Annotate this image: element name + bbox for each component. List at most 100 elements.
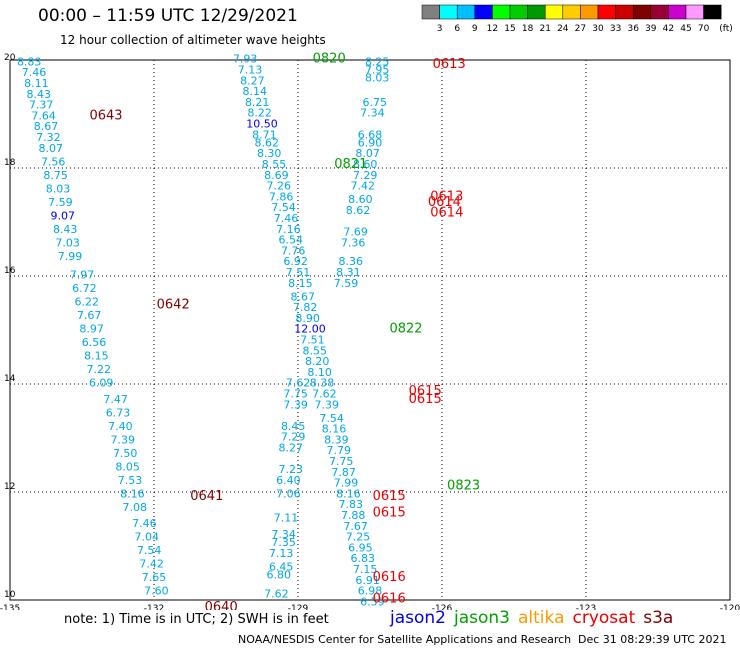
pass-time-label: 0642 [157,297,190,312]
y-tick-label: 18 [4,158,16,168]
swh-value: 10.50 [246,118,278,131]
swh-value: 7.99 [334,477,359,490]
swh-value: 7.42 [351,180,376,193]
swh-value: 8.90 [295,312,320,325]
swh-value: 7.75 [283,388,308,401]
pass-time-label: 0640 [205,600,238,610]
swh-value: 8.03 [46,182,71,195]
pass-time-label: 0616 [373,570,406,585]
swh-value: 8.67 [291,290,316,303]
pass-time-label: 0614 [430,206,463,221]
swh-value: 7.03 [55,236,80,249]
swh-value: 8.07 [355,147,380,160]
swh-value: 7.93 [233,53,258,66]
x-tick-label: -135 [0,604,20,610]
x-tick-label: -126 [432,604,453,610]
y-tick-label: 20 [4,53,16,63]
plot-frame [9,59,731,601]
swh-value: 6.98 [358,585,383,598]
credit-line: NOAA/NESDIS Center for Satellite Applica… [238,633,572,646]
generated-timestamp: Dec 31 08:29:39 UTC 2021 [578,633,727,646]
swh-value: 8.11 [24,77,49,90]
swh-value: 7.67 [77,309,102,322]
swh-value: 7.32 [36,131,61,144]
swh-value: 9.07 [51,209,76,222]
swh-value: 7.67 [343,520,368,533]
swh-value: 8.60 [348,193,373,206]
color-scale-label: 3 [437,24,443,34]
swh-value: 6.83 [351,552,376,565]
swh-value: 7.51 [286,266,311,279]
swh-value: 7.39 [315,398,340,411]
swh-value: 8.20 [305,355,330,368]
pass-time-label: 0822 [389,322,422,337]
swh-value: 7.56 [41,155,66,168]
swh-value: 6.90 [358,136,383,149]
x-tick-label: -123 [576,604,596,610]
y-tick-label: 14 [4,374,16,384]
swh-value: 7.06 [276,487,301,500]
swh-value: 6.68 [358,128,383,141]
swh-value: 8.21 [245,96,270,109]
swh-value: 7.04 [135,531,160,544]
y-tick-label: 12 [4,482,15,492]
swh-value: 7.37 [29,99,54,112]
swh-value: 7.88 [341,509,366,522]
chart-note: note: 1) Time is in UTC; 2) SWH is in fe… [64,612,329,627]
swh-value: 8.55 [303,344,328,357]
color-scale-label: 21 [539,24,550,34]
swh-value: 8.10 [307,366,332,379]
swh-value: 6.45 [269,560,294,573]
swh-value: 6.09 [89,377,114,390]
swh-value: 6.22 [75,296,100,309]
swh-value: 7.54 [137,544,162,557]
swh-value: 7.60 [144,585,169,598]
swh-value: 7.29 [353,169,378,182]
swh-value: 8.03 [365,72,390,85]
swh-value: 6.72 [72,282,97,295]
swh-value: 7.54 [271,201,296,214]
swh-value: 7.13 [269,547,294,560]
swh-value: 7.26 [267,180,292,193]
swh-value: 7.39 [283,398,308,411]
legend-entry: jason2 [390,608,446,628]
swh-value: 7.46 [274,212,299,225]
swh-value: 8.16 [322,423,347,436]
swh-value: 7.23 [279,463,304,476]
swh-value: 8.39 [324,433,349,446]
x-tick-label: -132 [144,604,164,610]
pass-time-label: 0615 [373,489,406,504]
x-tick-label: -120 [720,604,740,610]
swh-value: 7.42 [139,558,164,571]
swh-value: 8.83 [17,55,42,68]
color-scale-swatch [703,4,722,20]
pass-time-label: 0613 [433,57,466,72]
legend-entry: altika [518,608,565,628]
swh-value: 7.13 [238,64,263,77]
swh-value: 8.36 [339,255,364,268]
y-tick-label: 16 [4,266,16,276]
swh-value: 8.15 [84,350,109,363]
swh-value: 8.62 [346,204,371,217]
color-scale-label: 70 [698,24,710,34]
x-tick-label: -129 [288,604,309,610]
swh-value: 7.29 [281,431,306,444]
legend-entry: s3a [643,608,674,628]
pass-time-label: 0821 [334,157,367,172]
legend-entry: cryosat [572,608,636,628]
swh-value: 8.55 [262,158,287,171]
swh-value: 8.43 [27,88,52,101]
swh-value: 8.22 [247,107,272,120]
color-scale-label: 15 [504,24,515,34]
swh-value: 7.46 [22,66,47,79]
swh-value: 6.54 [279,234,304,247]
swh-value: 7.40 [108,420,133,433]
swh-value: 8.97 [79,323,104,336]
color-scale-label: 24 [557,24,569,34]
color-scale-unit: (ft) [719,24,733,34]
pass-time-label: 0823 [447,478,480,493]
swh-value: 8.27 [240,74,265,87]
swh-value: 7.54 [319,412,344,425]
swh-value: 7.62 [264,587,289,600]
swh-value: 7.51 [300,334,325,347]
